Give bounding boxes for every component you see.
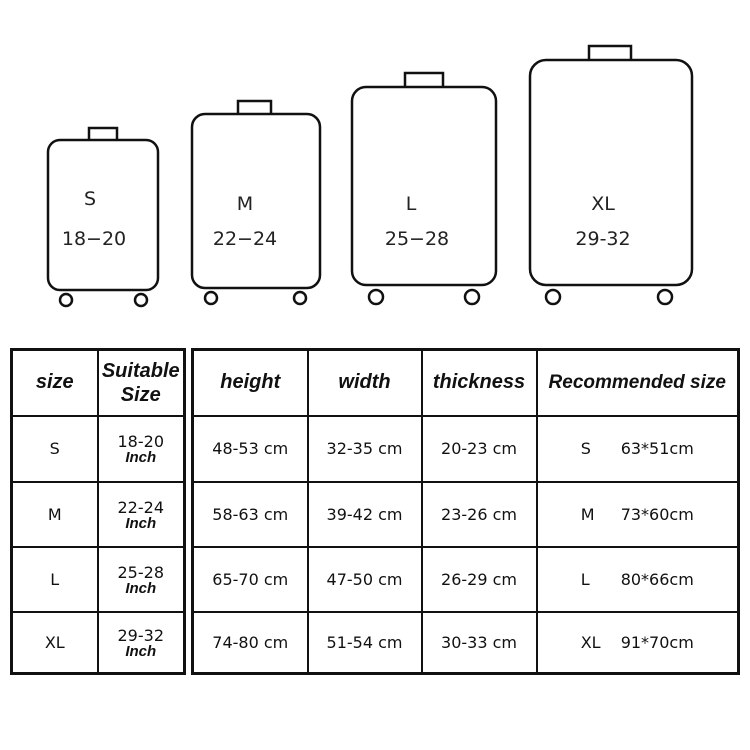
suitcase-l-icon [350, 71, 498, 306]
suitable-value: 18-20 [117, 432, 165, 451]
suitable-value: 22-24 [117, 497, 165, 517]
size-cell: M [10, 480, 99, 548]
table-row: 58-63 cm 39-42 cm 23-26 cm M 73*60cm [191, 480, 740, 548]
rec-size: L [580, 569, 590, 589]
suitcase-m-size: M [236, 193, 254, 215]
rec-size: S [580, 439, 591, 458]
size-cell: L [10, 545, 99, 613]
rec-size: XL [580, 632, 601, 652]
table-row: XL 29-32 Inch [10, 610, 186, 675]
height-cell: 48-53 cm [191, 414, 309, 483]
rec-dim: 63*51cm [620, 439, 694, 458]
suitable-cell: 25-28 Inch [96, 545, 186, 613]
suitcase-m-range: 22−24 [212, 228, 278, 250]
rec-size: M [580, 504, 595, 524]
suitable-value: 25-28 [117, 562, 165, 582]
width-cell: 47-50 cm [306, 545, 423, 613]
thickness-cell: 26-29 cm [420, 545, 538, 613]
width-cell: 39-42 cm [306, 480, 423, 548]
rec-dim: 91*70cm [620, 632, 694, 652]
table-row: L 25-28 Inch [10, 545, 186, 613]
suitcase-s-range: 18−20 [61, 228, 127, 250]
suitable-cell: 18-20 Inch [96, 414, 186, 483]
header-thickness: thickness [420, 348, 538, 417]
rec-dim: 80*66cm [620, 569, 694, 589]
unit-label: Inch [125, 514, 157, 532]
suitcase-m-icon [190, 99, 322, 306]
header-recommended-size: Recommended size [535, 348, 740, 417]
recommended-cell: XL 91*70cm [535, 610, 740, 675]
unit-label: Inch [125, 449, 157, 466]
table-row: 74-80 cm 51-54 cm 30-33 cm XL 91*70cm [191, 610, 740, 675]
suitcase-xl-range: 29-32 [575, 228, 631, 250]
unit-label: Inch [125, 642, 157, 660]
suitable-cell: 29-32 Inch [96, 610, 186, 675]
recommended-cell: S 63*51cm [535, 414, 740, 483]
unit-label: Inch [125, 579, 157, 597]
suitcase-s-size: S [83, 188, 97, 210]
height-cell: 74-80 cm [191, 610, 309, 675]
thickness-cell: 20-23 cm [420, 414, 538, 483]
header-width: width [306, 348, 423, 417]
thickness-cell: 30-33 cm [420, 610, 538, 675]
dimensions-table: height width thickness Recommended size … [191, 348, 740, 675]
table-row: S 18-20 Inch [10, 414, 186, 483]
suitcase-xl-icon [528, 44, 694, 306]
suitcase-illustrations [46, 44, 694, 308]
suitcase-l-size: L [405, 193, 417, 215]
recommended-cell: M 73*60cm [535, 480, 740, 548]
header-size: size [10, 348, 99, 417]
recommended-cell: L 80*66cm [535, 545, 740, 613]
width-cell: 51-54 cm [306, 610, 423, 675]
height-cell: 65-70 cm [191, 545, 309, 613]
rec-dim: 73*60cm [620, 504, 694, 524]
width-cell: 32-35 cm [306, 414, 423, 483]
height-cell: 58-63 cm [191, 480, 309, 548]
header-suitable-size: Suitable Size [96, 348, 186, 417]
suitable-value: 29-32 [117, 625, 165, 645]
header-height: height [191, 348, 309, 417]
thickness-cell: 23-26 cm [420, 480, 538, 548]
table-row: M 22-24 Inch [10, 480, 186, 548]
size-cell: S [10, 414, 99, 483]
suitcase-s-icon [46, 126, 160, 308]
suitable-cell: 22-24 Inch [96, 480, 186, 548]
table-row: 48-53 cm 32-35 cm 20-23 cm S 63*51cm [191, 414, 740, 483]
suitcase-xl-size: XL [591, 193, 615, 215]
table-row: 65-70 cm 47-50 cm 26-29 cm L 80*66cm [191, 545, 740, 613]
size-table: size Suitable Size S 18-20 Inch M 22-24 In… [10, 348, 186, 675]
suitcase-l-range: 25−28 [384, 228, 450, 250]
size-cell: XL [10, 610, 99, 675]
